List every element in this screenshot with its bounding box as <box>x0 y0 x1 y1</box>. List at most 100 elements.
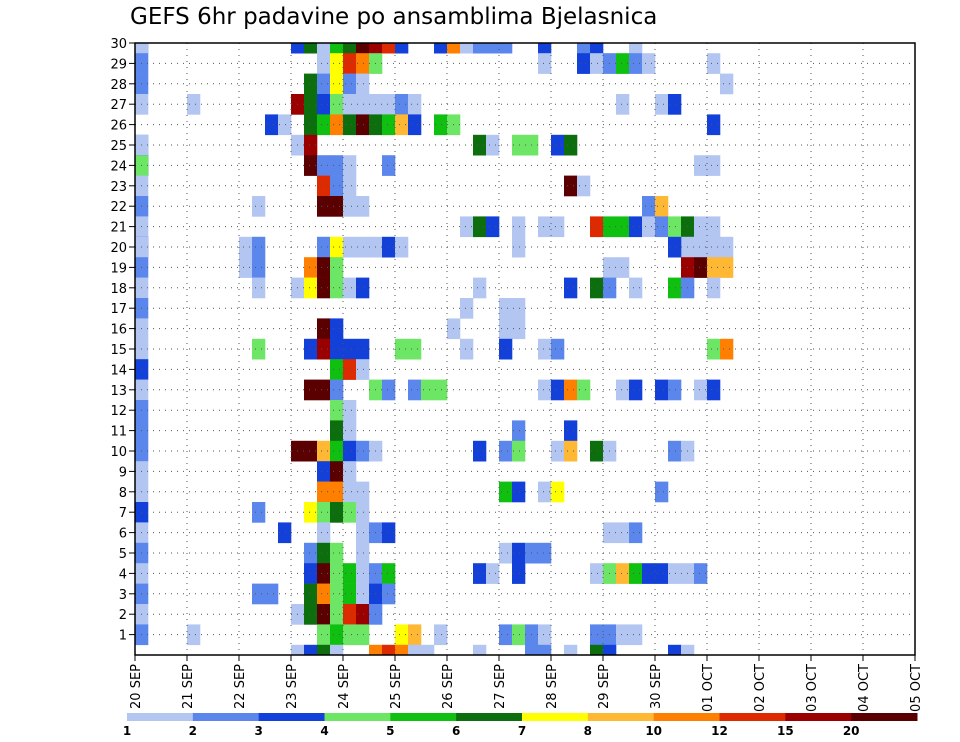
heatmap-cell <box>382 522 396 544</box>
heatmap-cell <box>356 583 370 605</box>
heatmap-cell <box>551 481 565 503</box>
heatmap-cell <box>382 114 396 136</box>
heatmap-cell <box>486 563 500 584</box>
heatmap-cell <box>343 420 357 442</box>
heatmap-cell <box>135 43 149 54</box>
heatmap-cell <box>187 94 201 115</box>
heatmap-cell <box>382 379 396 401</box>
heatmap-cell <box>538 481 552 503</box>
heatmap-cell <box>304 73 318 95</box>
heatmap-cell <box>382 236 396 258</box>
heatmap-cell <box>330 155 344 176</box>
heatmap-cell <box>473 43 487 54</box>
heatmap-cell <box>343 481 357 503</box>
colorbar-label: 5 <box>386 724 394 738</box>
heatmap-cell <box>330 420 344 442</box>
y-tick-label: 26 <box>110 119 127 134</box>
heatmap-cell <box>434 114 448 136</box>
heatmap-cell <box>343 440 357 462</box>
y-tick-label: 29 <box>110 57 127 72</box>
heatmap-cell <box>616 624 630 646</box>
heatmap-cell <box>304 440 318 462</box>
heatmap-cell <box>330 604 344 625</box>
heatmap-cell <box>239 236 253 258</box>
heatmap-cell <box>538 379 552 401</box>
heatmap-cell <box>707 257 721 278</box>
heatmap-cell <box>330 542 344 564</box>
heatmap-cell <box>434 624 448 646</box>
heatmap-cell <box>330 196 344 217</box>
heatmap-cell <box>564 134 578 156</box>
heatmap-cell <box>330 277 344 299</box>
colorbar: 1 2 3 4 5 6 7 8 10 12 15 20 <box>123 713 918 738</box>
heatmap-cell <box>408 379 422 401</box>
heatmap-cell <box>408 644 422 656</box>
heatmap-cell <box>538 624 552 646</box>
heatmap-cell <box>499 440 513 462</box>
y-tick-label: 7 <box>119 506 127 521</box>
colorbar-swatch <box>719 713 786 721</box>
heatmap-cell <box>291 43 305 54</box>
heatmap-cell <box>317 502 331 523</box>
heatmap-cell <box>356 563 370 584</box>
heatmap-cell <box>694 236 708 258</box>
heatmap-cell <box>330 624 344 646</box>
heatmap-cell <box>356 481 370 503</box>
heatmap-cell <box>317 338 331 360</box>
colorbar-label: 20 <box>843 724 860 738</box>
heatmap-cell <box>707 277 721 299</box>
heatmap-cell <box>395 338 409 360</box>
heatmap-cell <box>187 624 201 646</box>
heatmap-cell <box>291 644 305 656</box>
colorbar-label: 15 <box>777 724 794 738</box>
heatmap-cell <box>356 542 370 564</box>
heatmap-cell <box>408 624 422 646</box>
x-tick-label: 04 OCT <box>857 664 872 712</box>
heatmap-cell <box>317 277 331 299</box>
x-tick-label: 27 SEP <box>493 664 508 709</box>
heatmap-cell <box>616 522 630 544</box>
heatmap-cell <box>629 277 643 299</box>
heatmap-cell <box>473 134 487 156</box>
heatmap-cell <box>512 236 526 258</box>
heatmap-cell <box>525 644 539 656</box>
heatmap-cell <box>629 216 643 238</box>
heatmap-cell <box>512 542 526 564</box>
heatmap-cell <box>343 73 357 95</box>
heatmap-cell <box>486 216 500 238</box>
heatmap-cell <box>252 277 266 299</box>
heatmap-cell <box>512 420 526 442</box>
heatmap-cell <box>668 379 682 401</box>
colorbar-label: 3 <box>254 724 262 738</box>
heatmap-cell <box>382 583 396 605</box>
heatmap-cell <box>707 53 721 74</box>
heatmap-cell <box>577 175 591 197</box>
heatmap-cell <box>603 644 617 656</box>
heatmap-cell <box>317 73 331 95</box>
heatmap-cell <box>382 644 396 656</box>
heatmap-cell <box>317 624 331 646</box>
heatmap-cell <box>317 43 331 54</box>
heatmap-cell <box>668 563 682 584</box>
heatmap-cell <box>473 644 487 656</box>
x-tick-label: 28 SEP <box>545 664 560 709</box>
heatmap-cell <box>330 236 344 258</box>
heatmap-cell <box>551 134 565 156</box>
heatmap-cell <box>434 379 448 401</box>
heatmap-cell <box>512 318 526 340</box>
heatmap-cell <box>317 257 331 278</box>
heatmap-cell <box>434 43 448 54</box>
heatmap-cell <box>278 522 292 544</box>
heatmap-cell <box>499 481 513 503</box>
heatmap-cell <box>317 604 331 625</box>
heatmap-cell <box>512 298 526 319</box>
heatmap-cell <box>265 114 279 136</box>
heatmap-cell <box>343 53 357 74</box>
heatmap-cell <box>538 338 552 360</box>
heatmap-cell <box>369 644 383 656</box>
heatmap-cell <box>317 542 331 564</box>
heatmap-cell <box>616 94 630 115</box>
heatmap-cell <box>252 583 266 605</box>
heatmap-cell <box>590 43 604 54</box>
heatmap-cell <box>356 624 370 646</box>
